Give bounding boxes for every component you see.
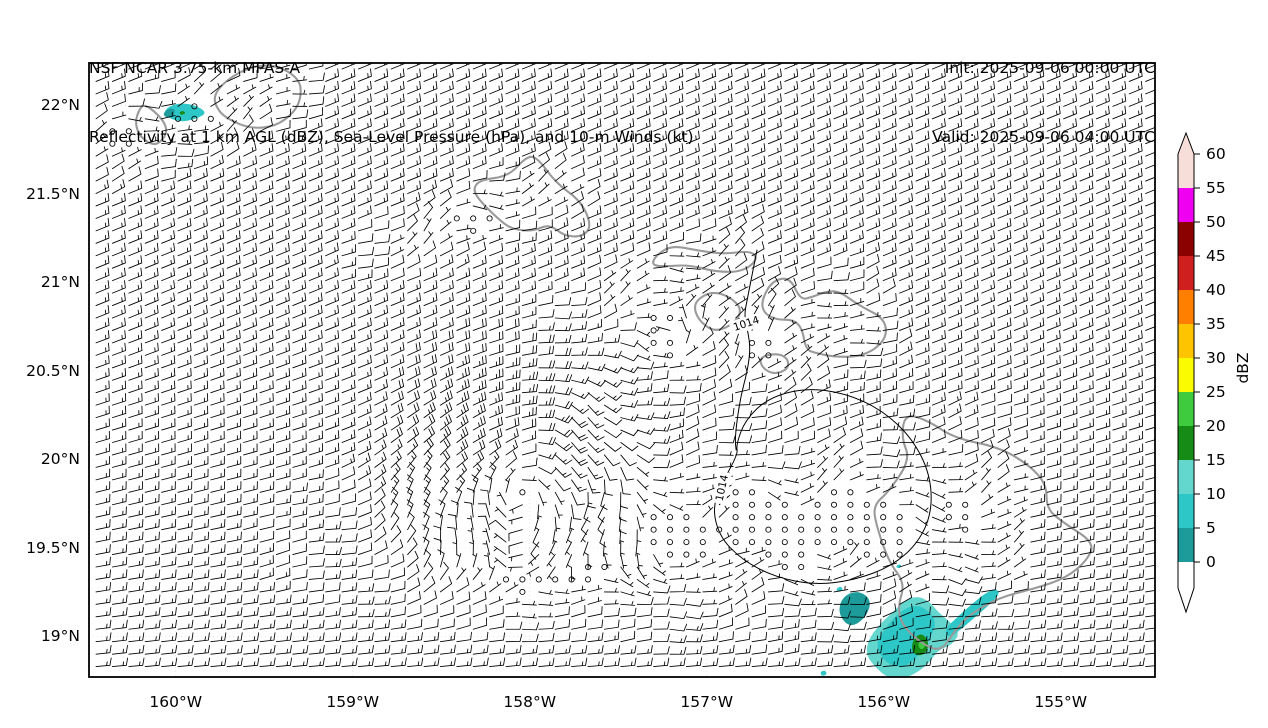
y-tick-label: 21°N [40,273,80,292]
colorbar-tick-label: 35 [1206,315,1226,333]
x-tick-label: 157°W [680,693,734,711]
x-tick-label: 160°W [149,693,203,711]
colorbar-tick-label: 10 [1206,485,1226,503]
valid-time: Valid: 2025-09-06 04:00 UTC [932,128,1155,146]
y-tick-label: 21.5°N [26,184,80,203]
colorbar-tick-label: 0 [1206,553,1216,571]
x-tick-label: 158°W [503,693,557,711]
colorbar-tick-label: 20 [1206,417,1226,435]
y-tick-label: 20.5°N [26,361,80,380]
colorbar-tick-label: 15 [1206,451,1226,469]
header-right: Init: 2025-09-06 00:00 UTC Valid: 2025-0… [932,11,1155,195]
colorbar-tick-label: 30 [1206,349,1226,367]
colorbar-tick-label: 45 [1206,247,1226,265]
colorbar-tick-label: 55 [1206,179,1226,197]
colorbar-tick-label: 50 [1206,213,1226,231]
y-tick-label: 22°N [40,96,80,115]
plot-subtitle: Reflectivity at 1 km AGL (dBZ), Sea-Leve… [89,128,694,146]
header-left: NSF NCAR 3.75-km MPAS-A Reflectivity at … [89,11,694,195]
colorbar-tick-label: 25 [1206,383,1226,401]
plot-title: NSF NCAR 3.75-km MPAS-A [89,59,301,77]
colorbar-tick-label: 40 [1206,281,1226,299]
x-tick-label: 155°W [1034,693,1088,711]
colorbar-tick-label: 5 [1206,519,1216,537]
y-tick-label: 19.5°N [26,538,80,557]
colorbar-tick-label: 60 [1206,145,1226,163]
x-tick-label: 156°W [857,693,911,711]
x-tick-label: 159°W [326,693,380,711]
y-tick-label: 20°N [40,450,80,469]
init-time: Init: 2025-09-06 00:00 UTC [944,59,1155,77]
colorbar-title: dBZ [1234,352,1252,384]
y-tick-label: 19°N [40,627,80,646]
